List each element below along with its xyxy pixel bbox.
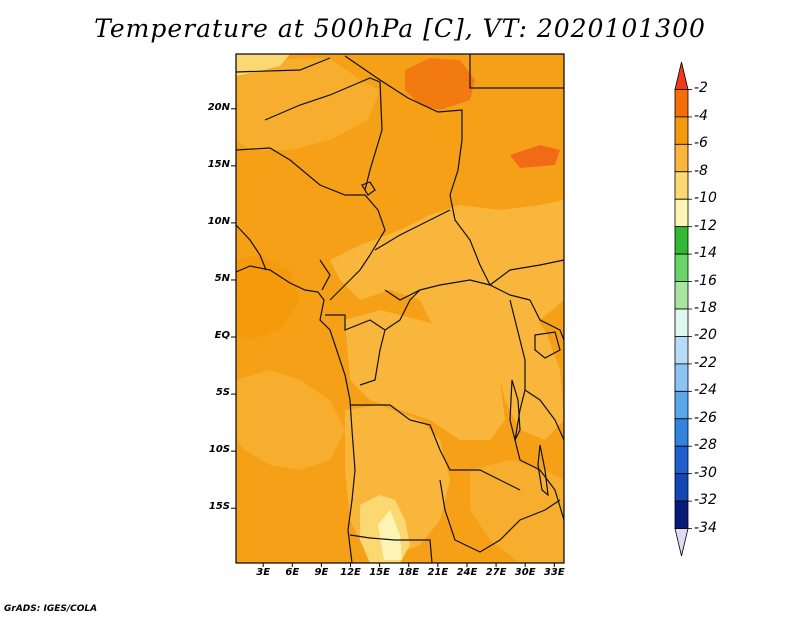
lake-chad bbox=[361, 181, 376, 196]
colorbar-label: -6 bbox=[694, 135, 708, 152]
colorbar-label: -8 bbox=[694, 162, 708, 179]
lat-tick-label: 10S bbox=[208, 444, 230, 456]
colorbar-box bbox=[674, 500, 689, 529]
colorbar-box bbox=[674, 445, 689, 475]
map-frame bbox=[235, 53, 565, 564]
colorbar-box bbox=[674, 418, 689, 447]
lon-tick-label: 6E bbox=[285, 567, 300, 578]
lat-tick-label: 5S bbox=[215, 387, 230, 399]
border-chad-cameroon bbox=[329, 209, 386, 301]
colorbar-label: -26 bbox=[694, 409, 717, 426]
border-libya-egypt bbox=[469, 54, 564, 89]
border-chad-sudan bbox=[449, 194, 491, 286]
colorbar-label: -32 bbox=[694, 492, 717, 509]
lon-tick-label: 24E bbox=[456, 567, 478, 578]
colorbar-label: -4 bbox=[694, 107, 708, 124]
colorbar-label: -12 bbox=[694, 217, 717, 234]
colorbar-top-arrow bbox=[674, 61, 689, 90]
border-car-drc bbox=[384, 279, 531, 301]
colorbar-box bbox=[674, 89, 689, 118]
lake-victoria bbox=[534, 331, 561, 359]
lat-tick-label: 10N bbox=[207, 215, 230, 227]
border-mali-niger bbox=[264, 77, 383, 191]
coastline-west bbox=[235, 265, 356, 564]
colorbar-box bbox=[674, 116, 689, 145]
lon-tick-label: 15E bbox=[369, 567, 390, 578]
colorbar-label: -10 bbox=[694, 190, 717, 207]
colorbar-label: -14 bbox=[694, 245, 717, 262]
border-algeria-mali bbox=[235, 57, 331, 73]
lat-tick-label: 20N bbox=[207, 101, 230, 113]
colorbar-box bbox=[674, 473, 689, 502]
lon-tick-label: 18E bbox=[398, 567, 420, 578]
field-warm-chad bbox=[510, 145, 560, 168]
temperature-field bbox=[236, 54, 564, 563]
border-niger-libya-chad bbox=[344, 55, 463, 196]
lat-tick-label: 5N bbox=[214, 272, 230, 284]
grads-credit: GrADS: IGES/COLA bbox=[4, 604, 98, 614]
field-cool-congo bbox=[345, 310, 505, 440]
field-cool-east bbox=[490, 300, 564, 440]
lon-tick-label: 30E bbox=[514, 567, 536, 578]
colorbar-label: -16 bbox=[694, 272, 717, 289]
colorbar-label: -24 bbox=[694, 382, 717, 399]
border-drc-angola bbox=[350, 404, 521, 491]
lat-tick-label: 15N bbox=[207, 158, 230, 170]
border-zambia bbox=[439, 479, 561, 553]
lake-tanganyika bbox=[509, 379, 521, 442]
lat-tick-label: 15S bbox=[208, 501, 230, 513]
border-sudan-south bbox=[489, 259, 565, 286]
field-warm-gulf bbox=[236, 255, 300, 340]
border-angola-namibia bbox=[349, 534, 433, 564]
colorbar-label: -28 bbox=[694, 437, 717, 454]
colorbar-box bbox=[674, 198, 689, 228]
colorbar-box bbox=[674, 281, 689, 310]
colorbar-bottom-arrow bbox=[674, 528, 689, 557]
latitude-ticks bbox=[231, 108, 236, 509]
colorbar-box bbox=[674, 363, 689, 392]
border-guinea-cameroon bbox=[235, 224, 267, 271]
lon-tick-label: 21E bbox=[427, 567, 449, 578]
lon-tick-label: 27E bbox=[485, 567, 507, 578]
lon-tick-label: 33E bbox=[543, 567, 565, 578]
colorbar-label: -2 bbox=[694, 80, 708, 97]
colorbar-label: -18 bbox=[694, 300, 717, 316]
longitude-ticks bbox=[262, 563, 555, 567]
border-niger-nigeria bbox=[235, 147, 379, 211]
colorbar-label: -34 bbox=[694, 519, 717, 536]
field-cool-atlantic bbox=[236, 370, 345, 470]
country-borders bbox=[235, 54, 565, 564]
lat-tick-label: EQ bbox=[214, 330, 230, 342]
colorbar bbox=[674, 61, 692, 557]
border-tanzania bbox=[524, 389, 565, 441]
colorbar-box bbox=[674, 143, 689, 173]
field-cold-northwest bbox=[236, 54, 290, 76]
lon-tick-label: 3E bbox=[256, 567, 271, 578]
field-cool-west-sahel bbox=[236, 58, 380, 150]
border-cameroon-nigeria bbox=[319, 259, 331, 291]
field-cold-angola-core bbox=[378, 510, 402, 560]
lon-tick-label: 9E bbox=[314, 567, 329, 578]
border-congo-gabon bbox=[325, 314, 386, 386]
border-east-africa bbox=[529, 299, 565, 341]
colorbar-box bbox=[674, 253, 689, 282]
field-cool-southeast bbox=[470, 460, 564, 563]
lake-malawi bbox=[537, 444, 549, 497]
colorbar-box bbox=[674, 226, 689, 255]
colorbar-box bbox=[674, 390, 689, 420]
colorbar-box bbox=[674, 308, 689, 337]
map-title: Temperature at 500hPa [C], VT: 202010130… bbox=[94, 14, 706, 43]
border-chad-car bbox=[374, 209, 451, 251]
colorbar-label: -20 bbox=[694, 327, 717, 344]
colorbar-box bbox=[674, 171, 689, 200]
border-drc-congo bbox=[384, 289, 421, 331]
colorbar-label: -22 bbox=[694, 354, 717, 371]
colorbar-label: -30 bbox=[694, 464, 717, 481]
field-warm-tibesti bbox=[405, 58, 475, 110]
colorbar-box bbox=[674, 336, 689, 365]
lon-tick-label: 12E bbox=[340, 567, 361, 578]
border-drc-east bbox=[509, 299, 526, 461]
border-mozambique bbox=[519, 459, 565, 521]
